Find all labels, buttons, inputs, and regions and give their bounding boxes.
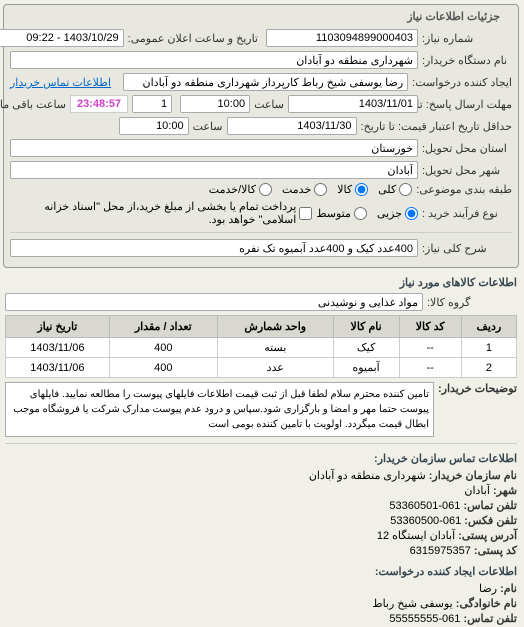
- validity-time-input[interactable]: [120, 117, 190, 135]
- proc-note-checkbox[interactable]: [300, 207, 313, 220]
- items-table: ردیف کد کالا نام کالا واحد شمارش تعداد /…: [6, 315, 518, 378]
- info-city: شهر: آبادان: [6, 484, 518, 497]
- row-subject: شرح کلی نیاز:: [11, 239, 513, 257]
- cat-all[interactable]: کلی: [379, 183, 413, 196]
- province-input[interactable]: [11, 139, 419, 157]
- th-unit: واحد شمارش: [218, 316, 334, 338]
- validity-time-label: ساعت: [194, 120, 224, 133]
- public-datetime-input[interactable]: [0, 29, 125, 47]
- group-label: گروه کالا:: [428, 296, 518, 309]
- description-text: تامین کننده محترم سلام لطفا قبل از ثبت ق…: [6, 382, 435, 437]
- process-label: نوع فرآیند خرید :: [423, 207, 513, 220]
- row-deadline: مهلت ارسال پاسخ: تا ساعت 23:48:57 ساعت ب…: [11, 95, 513, 113]
- row-request-number: شماره نیاز: تاریخ و ساعت اعلان عمومی:: [11, 29, 513, 47]
- table-cell: 400: [110, 358, 218, 378]
- buyer-org-label: نام دستگاه خریدار:: [423, 54, 513, 67]
- info-org: نام سازمان خریدار: شهرداری منطقه دو آباد…: [6, 469, 518, 482]
- row-group: گروه کالا:: [6, 293, 518, 311]
- info-postcode: کد پستی: 6315975357: [6, 544, 518, 557]
- deadline-label: مهلت ارسال پاسخ: تا: [423, 98, 513, 111]
- deadline-date-input[interactable]: [289, 95, 419, 113]
- info-family: نام خانوادگی: یوسفی شیخ رباط: [6, 597, 518, 610]
- table-cell: آبمیوه: [334, 358, 400, 378]
- row-requester: ایجاد کننده درخواست: اطلاعات تماس خریدار: [11, 73, 513, 91]
- requester-input[interactable]: [124, 73, 409, 91]
- th-code: کد کالا: [400, 316, 462, 338]
- request-number-label: شماره نیاز:: [423, 32, 513, 45]
- cat-all-radio[interactable]: [400, 183, 413, 196]
- info-phone: تلفن تماس: 061-53360501: [6, 499, 518, 512]
- divider: [11, 232, 513, 233]
- th-name: نام کالا: [334, 316, 400, 338]
- row-buyer-org: نام دستگاه خریدار:: [11, 51, 513, 69]
- th-date: تاریخ نیاز: [7, 316, 111, 338]
- table-cell: --: [400, 338, 462, 358]
- deadline-time-label: ساعت: [255, 98, 285, 111]
- row-validity: حداقل تاریخ اعتبار قیمت: تا تاریخ: ساعت: [11, 117, 513, 135]
- proc-small-radio[interactable]: [406, 207, 419, 220]
- panel-title: جزئیات اطلاعات نیاز: [404, 10, 505, 23]
- row-process: نوع فرآیند خرید : جزیی متوسط پرداخت تمام…: [11, 200, 513, 226]
- row-description: توضیحات خریدار: تامین کننده محترم سلام ل…: [6, 382, 518, 437]
- contact-buyer-link[interactable]: اطلاعات تماس خریدار: [11, 76, 112, 89]
- table-row: 2--آبمیوهعدد4001403/11/06: [7, 358, 518, 378]
- cat-goods-service[interactable]: کالا/خدمت: [210, 183, 273, 196]
- details-panel: جزئیات اطلاعات نیاز شماره نیاز: تاریخ و …: [4, 4, 520, 268]
- contact-buyer-title: اطلاعات تماس سازمان خریدار:: [6, 452, 518, 465]
- th-qty: تعداد / مقدار: [110, 316, 218, 338]
- timer-suffix: ساعت باقی مانده: [0, 98, 67, 111]
- city-label: شهر محل تحویل:: [423, 164, 513, 177]
- proc-medium-radio[interactable]: [355, 207, 368, 220]
- proc-medium[interactable]: متوسط: [317, 207, 368, 220]
- cat-goods-radio[interactable]: [356, 183, 369, 196]
- subject-label: شرح کلی نیاز:: [423, 242, 513, 255]
- request-number-input[interactable]: [267, 29, 419, 47]
- info-fax: تلفن فکس: 061-53360500: [6, 514, 518, 527]
- deadline-time-input[interactable]: [181, 95, 251, 113]
- category-label: طبقه بندی موضوعی:: [417, 183, 513, 196]
- table-cell: 400: [110, 338, 218, 358]
- table-cell: --: [400, 358, 462, 378]
- proc-note-check[interactable]: پرداخت تمام یا بخشی از مبلغ خرید،از محل …: [11, 200, 313, 226]
- requester-label: ایجاد کننده درخواست:: [413, 76, 513, 89]
- items-section-title: اطلاعات کالاهای مورد نیاز: [6, 276, 518, 289]
- table-cell: عدد: [218, 358, 334, 378]
- subject-input[interactable]: [11, 239, 419, 257]
- cat-goods-service-radio[interactable]: [260, 183, 273, 196]
- cat-goods[interactable]: کالا: [338, 183, 369, 196]
- table-row: 1--کیکبسته4001403/11/06: [7, 338, 518, 358]
- info-req-phone: تلفن تماس: 061-55555555: [6, 612, 518, 625]
- table-cell: 1403/11/06: [7, 358, 111, 378]
- proc-small[interactable]: جزیی: [378, 207, 419, 220]
- table-cell: بسته: [218, 338, 334, 358]
- row-city: شهر محل تحویل:: [11, 161, 513, 179]
- buyer-org-input[interactable]: [11, 51, 419, 69]
- city-input[interactable]: [11, 161, 419, 179]
- public-datetime-label: تاریخ و ساعت اعلان عمومی:: [129, 32, 259, 45]
- days-input[interactable]: [133, 95, 173, 113]
- table-cell: 1403/11/06: [7, 338, 111, 358]
- description-label: توضیحات خریدار:: [439, 382, 518, 395]
- category-radios: کلی کالا خدمت کالا/خدمت: [210, 183, 413, 196]
- countdown-timer: 23:48:57: [71, 95, 129, 113]
- th-row: ردیف: [462, 316, 517, 338]
- divider-2: [6, 443, 518, 444]
- info-name: نام: رضا: [6, 582, 518, 595]
- info-postal: آدرس پستی: آبادان ایستگاه 12: [6, 529, 518, 542]
- cat-service[interactable]: خدمت: [283, 183, 328, 196]
- province-label: استان محل تحویل:: [423, 142, 513, 155]
- group-input[interactable]: [6, 293, 424, 311]
- validity-date-input[interactable]: [228, 117, 358, 135]
- contact-requester-title: اطلاعات ایجاد کننده درخواست:: [6, 565, 518, 578]
- row-province: استان محل تحویل:: [11, 139, 513, 157]
- row-category: طبقه بندی موضوعی: کلی کالا خدمت کالا/خدم…: [11, 183, 513, 196]
- validity-label: حداقل تاریخ اعتبار قیمت: تا تاریخ:: [362, 120, 513, 133]
- table-cell: کیک: [334, 338, 400, 358]
- table-cell: 1: [462, 338, 517, 358]
- cat-service-radio[interactable]: [315, 183, 328, 196]
- process-radios: جزیی متوسط: [317, 207, 419, 220]
- table-header-row: ردیف کد کالا نام کالا واحد شمارش تعداد /…: [7, 316, 518, 338]
- table-cell: 2: [462, 358, 517, 378]
